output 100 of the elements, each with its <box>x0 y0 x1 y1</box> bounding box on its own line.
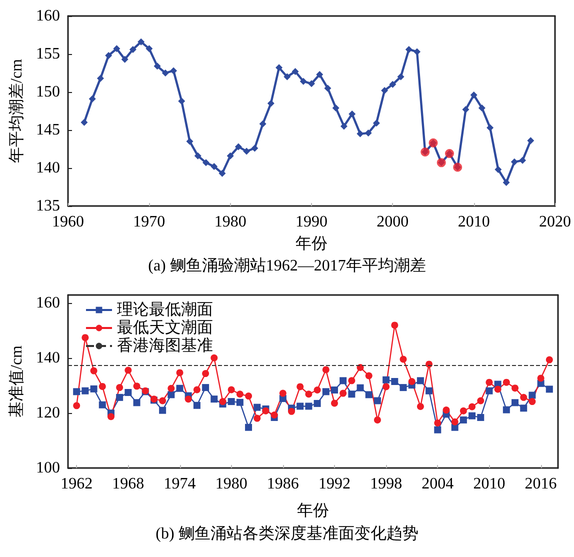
point <box>296 383 304 390</box>
point <box>82 387 89 394</box>
point <box>193 402 200 409</box>
point <box>300 78 307 85</box>
point <box>331 400 338 407</box>
point <box>98 382 106 390</box>
point <box>460 416 467 424</box>
point <box>528 392 536 399</box>
point <box>519 156 526 164</box>
x-tick-label: 1960 <box>52 214 84 230</box>
point <box>405 46 412 53</box>
x-tick-label: 1986 <box>266 476 299 492</box>
point <box>391 378 398 385</box>
point <box>176 384 184 392</box>
point <box>546 356 553 364</box>
point <box>113 45 120 52</box>
point <box>477 414 484 421</box>
point <box>178 98 186 105</box>
point <box>159 406 166 414</box>
y-tick-label: 155 <box>36 46 60 62</box>
point <box>184 396 192 403</box>
point <box>234 143 242 150</box>
point <box>382 376 390 384</box>
point <box>124 388 132 396</box>
legend-label: 香港海图基准 <box>117 336 213 354</box>
y-tick-label: 140 <box>36 350 60 367</box>
point <box>512 399 519 406</box>
point <box>170 67 178 74</box>
text: (a) 鲗鱼涌验潮站1962—2017年平均潮差 <box>148 256 426 274</box>
point <box>340 122 348 130</box>
x-tick-label: 1998 <box>370 476 402 492</box>
point <box>228 398 235 406</box>
x-tick-label: 1992 <box>318 476 350 492</box>
point <box>537 374 544 382</box>
point <box>284 73 291 80</box>
point <box>356 384 364 392</box>
point <box>408 378 416 385</box>
x-tick-label: 2016 <box>524 476 557 492</box>
point <box>462 106 470 113</box>
point <box>129 46 136 53</box>
point <box>107 413 114 420</box>
point <box>210 162 218 170</box>
point <box>146 45 153 52</box>
point <box>322 366 330 374</box>
point <box>279 390 286 397</box>
point <box>194 152 202 160</box>
point <box>202 159 210 166</box>
point <box>193 386 200 394</box>
point <box>416 377 424 384</box>
point <box>202 370 210 378</box>
point <box>332 104 340 112</box>
point <box>219 398 226 406</box>
x-tick-label: 2010 <box>458 214 490 230</box>
y-axis-title: 基准值/cm <box>8 344 26 418</box>
point <box>348 110 356 118</box>
x-tick-label: 1962 <box>60 476 93 492</box>
y-tick-label: 145 <box>36 122 60 138</box>
point <box>400 384 407 392</box>
point <box>168 384 175 392</box>
point <box>305 402 312 410</box>
x-tick-label: 2000 <box>376 214 409 230</box>
point <box>494 386 502 393</box>
point <box>276 64 283 72</box>
point <box>340 377 347 384</box>
point <box>210 354 218 362</box>
point <box>226 152 234 160</box>
point <box>168 391 175 398</box>
y-tick-label: 160 <box>36 8 60 24</box>
point <box>80 118 88 126</box>
point <box>322 388 330 396</box>
point <box>251 144 258 152</box>
point <box>502 178 510 186</box>
x-tick-label: 2004 <box>422 476 454 492</box>
point <box>270 412 278 418</box>
point <box>527 137 534 144</box>
point <box>374 416 381 424</box>
x-tick-label: 1990 <box>296 214 328 230</box>
point <box>486 378 493 386</box>
point <box>154 62 161 70</box>
point <box>96 74 104 82</box>
y-tick-label: 140 <box>36 160 60 176</box>
point <box>138 38 145 46</box>
y-tick-label: 150 <box>36 84 60 100</box>
point <box>218 170 226 177</box>
x-tick-label: 2020 <box>539 214 571 230</box>
point <box>267 100 274 107</box>
y-tick-label: 135 <box>36 198 60 214</box>
point <box>90 367 98 374</box>
point <box>228 386 235 394</box>
point <box>176 369 184 376</box>
point <box>308 80 315 88</box>
point <box>292 68 299 75</box>
point <box>105 52 112 60</box>
point <box>470 92 478 99</box>
point <box>340 390 347 397</box>
x-tick-label: 1970 <box>133 214 166 230</box>
point <box>486 387 493 394</box>
x-tick-label: 2010 <box>473 476 506 492</box>
point <box>82 334 89 342</box>
point <box>460 407 467 414</box>
